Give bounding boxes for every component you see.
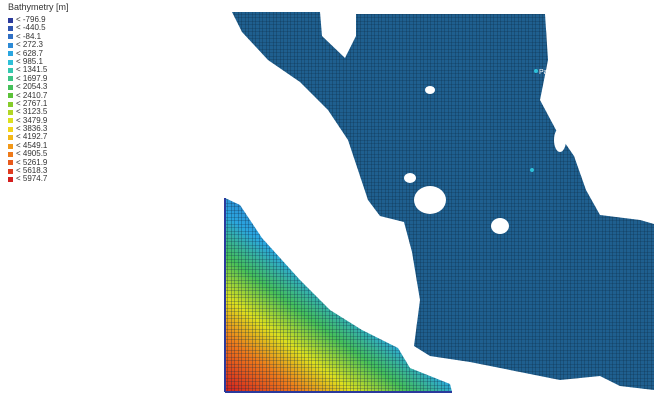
map: Pasir Panjang: [0, 0, 654, 395]
page: Bathymetry [m] < -796.9< -440.5< -84.1< …: [0, 0, 654, 395]
water: [225, 12, 654, 392]
place-label: Pasir Panjang: [539, 69, 583, 76]
